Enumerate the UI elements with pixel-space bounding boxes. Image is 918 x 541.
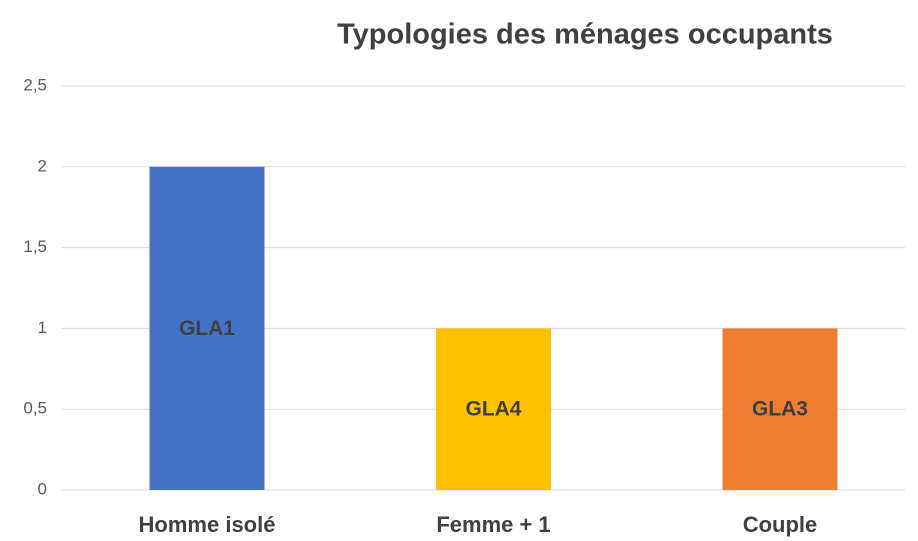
bar [722,328,838,490]
x-tick-label: Homme isolé [139,512,276,537]
bar [436,328,551,490]
bar-annotation: GLA1 [179,317,235,340]
y-tick-label: 1 [38,318,47,337]
y-tick-label: 2 [38,156,47,175]
y-tick-label: 0 [38,479,47,498]
bar-annotation: GLA3 [752,398,808,421]
x-tick-label: Couple [743,512,818,537]
bar-annotation: GLA4 [465,398,521,421]
y-tick-label: 2,5 [23,75,47,94]
y-tick-label: 0,5 [23,399,47,418]
x-tick-label: Femme + 1 [436,512,550,537]
bar [149,166,265,491]
y-tick-label: 1,5 [23,237,47,256]
chart-title: Typologies des ménages occupants [337,19,833,51]
